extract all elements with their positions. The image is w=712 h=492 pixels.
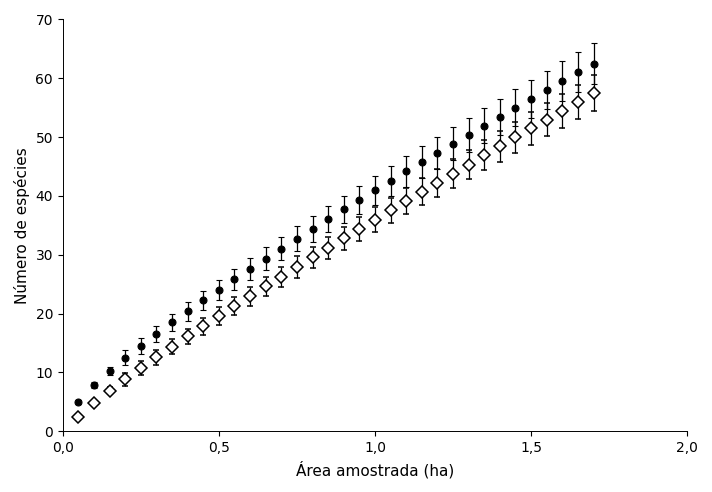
X-axis label: Área amostrada (ha): Área amostrada (ha) <box>296 461 454 478</box>
Y-axis label: Número de espécies: Número de espécies <box>14 147 30 304</box>
